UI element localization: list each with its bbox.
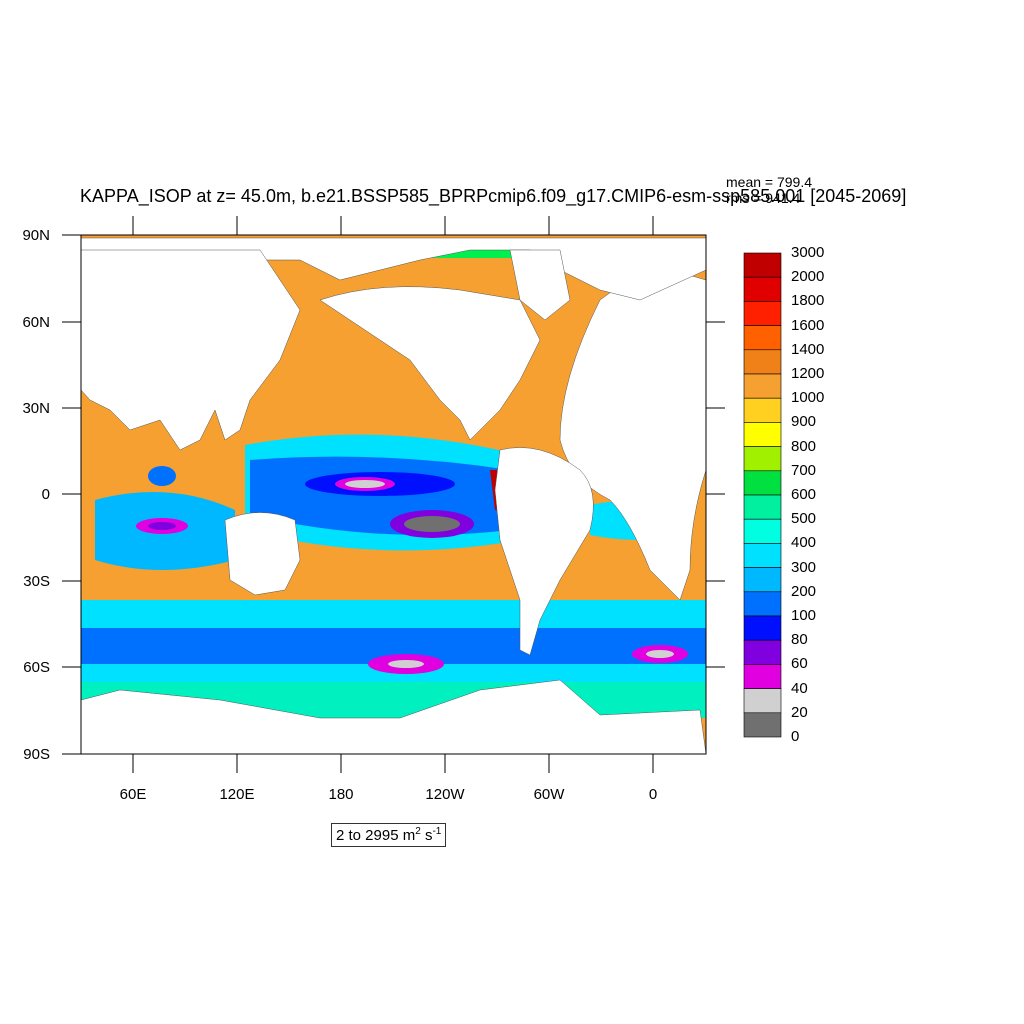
colorbar-label: 0 (791, 728, 800, 745)
rms-value: rms = 941.4 (726, 190, 801, 206)
colorbar-label: 1200 (791, 365, 825, 382)
colorbar-label: 700 (791, 461, 817, 479)
colorbar-label: 60 (791, 655, 808, 673)
ocean-field (81, 235, 706, 754)
map-title: KAPPA_ISOP at z= 45.0m, b.e21.BSSP585_BP… (80, 186, 907, 206)
colorbar-label: 2000 (791, 268, 825, 286)
colorbar-label: 1400 (791, 340, 825, 358)
colorbar-label: 200 (791, 582, 817, 600)
colorbar-swatch (743, 422, 782, 447)
colorbar-label: 80 (791, 631, 808, 649)
colorbar-label: 900 (791, 413, 817, 431)
colorbar-label: 40 (791, 679, 808, 697)
colorbar-swatch (743, 639, 782, 665)
colorbar-swatch (743, 276, 782, 302)
colorbar-swatch (743, 615, 782, 641)
units-mid: s (420, 827, 433, 844)
colorbar-swatch (743, 470, 782, 496)
colorbar-swatch (743, 397, 782, 423)
colorbar (743, 252, 782, 738)
lat-label: 90S (23, 746, 50, 763)
colorbar-label: 1000 (791, 389, 825, 407)
colorbar-label: 100 (791, 607, 817, 624)
lat-label: 60N (22, 314, 50, 331)
lat-ticks (62, 234, 725, 755)
colorbar-swatch (743, 591, 782, 617)
colorbar-swatch (743, 446, 782, 472)
colorbar-swatch (743, 543, 782, 568)
lat-label: 30S (23, 573, 50, 590)
stats-box: mean = 799.4 rms = 941.4 (726, 174, 812, 206)
colorbar-swatch (743, 325, 782, 351)
colorbar-label: 500 (791, 510, 817, 528)
lon-labels: 60E 120E 180 120W 60W 0 (120, 786, 658, 803)
lon-label: 120W (425, 786, 465, 803)
colorbar-swatch (743, 567, 782, 593)
colorbar-swatch (743, 688, 782, 714)
lat-label: 0 (42, 486, 50, 503)
lat-label: 30N (22, 400, 50, 417)
colorbar-swatch (743, 494, 782, 520)
colorbar-label: 1600 (791, 316, 825, 334)
lat-labels: 90N 60N 30N 0 30S 60S 90S (22, 227, 50, 763)
colorbar-label: 1800 (791, 292, 825, 310)
colorbar-label: 20 (791, 703, 808, 721)
lon-ticks (132, 216, 654, 773)
lat-label: 60S (23, 659, 50, 676)
colorbar-swatch (743, 252, 782, 278)
units-exp1: 2 (415, 826, 421, 837)
colorbar-swatch (743, 664, 782, 689)
colorbar-swatch (743, 301, 782, 326)
colorbar-label: 300 (791, 558, 817, 576)
lon-label: 0 (649, 786, 657, 803)
colorbar-label: 3000 (791, 244, 825, 261)
lon-label: 120E (219, 786, 254, 803)
colorbar-label: 600 (791, 486, 817, 503)
units-exp2: -1 (432, 826, 442, 837)
units-prefix: 2 to 2995 m (336, 827, 416, 844)
lon-label: 60W (534, 786, 566, 803)
colorbar-swatch (743, 373, 782, 399)
colorbar-label: 800 (791, 437, 817, 455)
units-box: 2 to 2995 m2 s-1 (331, 823, 447, 847)
lon-label: 180 (328, 786, 353, 803)
colorbar-swatch (743, 712, 782, 738)
colorbar-swatch (743, 349, 782, 375)
colorbar-swatch (743, 518, 782, 544)
mean-value: mean = 799.4 (726, 174, 813, 190)
colorbar-label: 400 (791, 534, 817, 552)
lat-label: 90N (22, 227, 50, 244)
lon-label: 60E (120, 786, 147, 803)
